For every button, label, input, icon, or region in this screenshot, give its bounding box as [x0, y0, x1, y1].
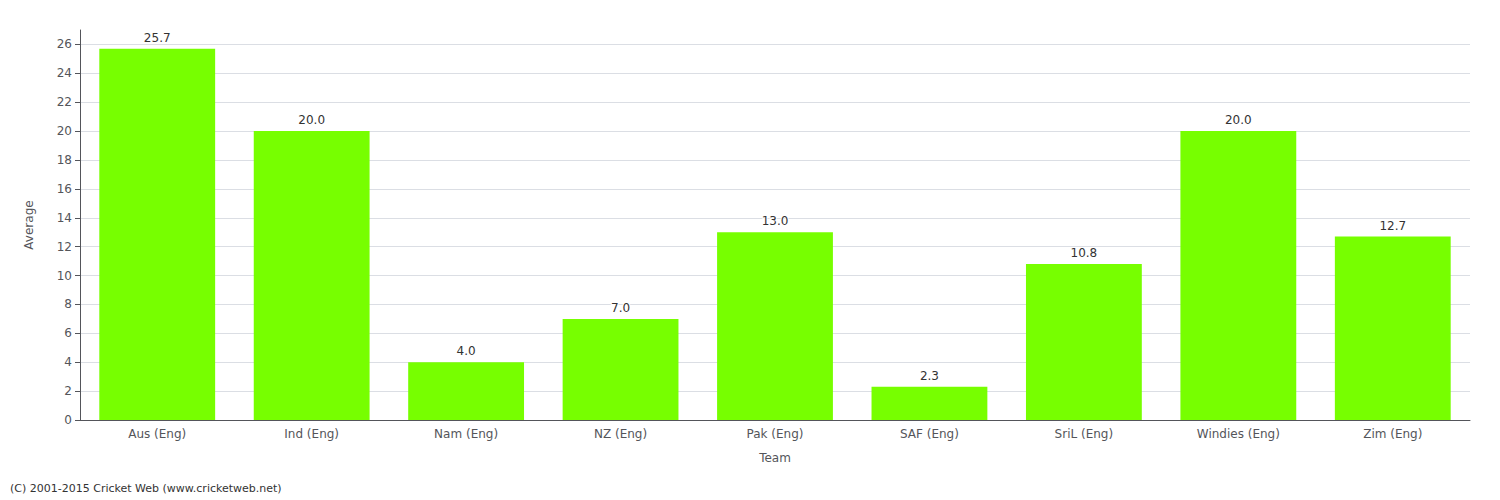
svg-text:20: 20 — [57, 124, 72, 138]
svg-text:NZ (Eng): NZ (Eng) — [594, 427, 647, 441]
svg-text:2: 2 — [64, 384, 72, 398]
svg-text:20.0: 20.0 — [298, 113, 325, 127]
svg-text:Nam (Eng): Nam (Eng) — [434, 427, 498, 441]
svg-text:26: 26 — [57, 37, 72, 51]
svg-text:16: 16 — [57, 182, 72, 196]
svg-text:10: 10 — [57, 269, 72, 283]
svg-text:22: 22 — [57, 95, 72, 109]
svg-text:0: 0 — [64, 413, 72, 427]
svg-text:SriL (Eng): SriL (Eng) — [1055, 427, 1114, 441]
svg-text:Zim (Eng): Zim (Eng) — [1363, 427, 1422, 441]
svg-text:12: 12 — [57, 240, 72, 254]
svg-text:25.7: 25.7 — [144, 31, 171, 45]
svg-text:14: 14 — [57, 211, 72, 225]
svg-text:Average: Average — [22, 200, 36, 249]
svg-text:10.8: 10.8 — [1071, 246, 1098, 260]
svg-text:4: 4 — [64, 355, 72, 369]
svg-text:4.0: 4.0 — [457, 344, 476, 358]
svg-text:12.7: 12.7 — [1379, 219, 1406, 233]
svg-text:2.3: 2.3 — [920, 369, 939, 383]
svg-text:13.0: 13.0 — [762, 214, 789, 228]
svg-text:18: 18 — [57, 153, 72, 167]
svg-text:Aus (Eng): Aus (Eng) — [128, 427, 186, 441]
svg-text:20.0: 20.0 — [1225, 113, 1252, 127]
svg-text:Team: Team — [758, 451, 791, 465]
svg-text:6: 6 — [64, 326, 72, 340]
svg-text:Ind (Eng): Ind (Eng) — [284, 427, 339, 441]
svg-text:Windies (Eng): Windies (Eng) — [1197, 427, 1280, 441]
svg-text:8: 8 — [64, 297, 72, 311]
svg-text:7.0: 7.0 — [611, 301, 630, 315]
svg-text:(C) 2001-2015 Cricket Web (www: (C) 2001-2015 Cricket Web (www.cricketwe… — [10, 482, 282, 495]
svg-text:24: 24 — [57, 66, 72, 80]
svg-text:SAF (Eng): SAF (Eng) — [900, 427, 959, 441]
svg-text:Pak (Eng): Pak (Eng) — [747, 427, 804, 441]
